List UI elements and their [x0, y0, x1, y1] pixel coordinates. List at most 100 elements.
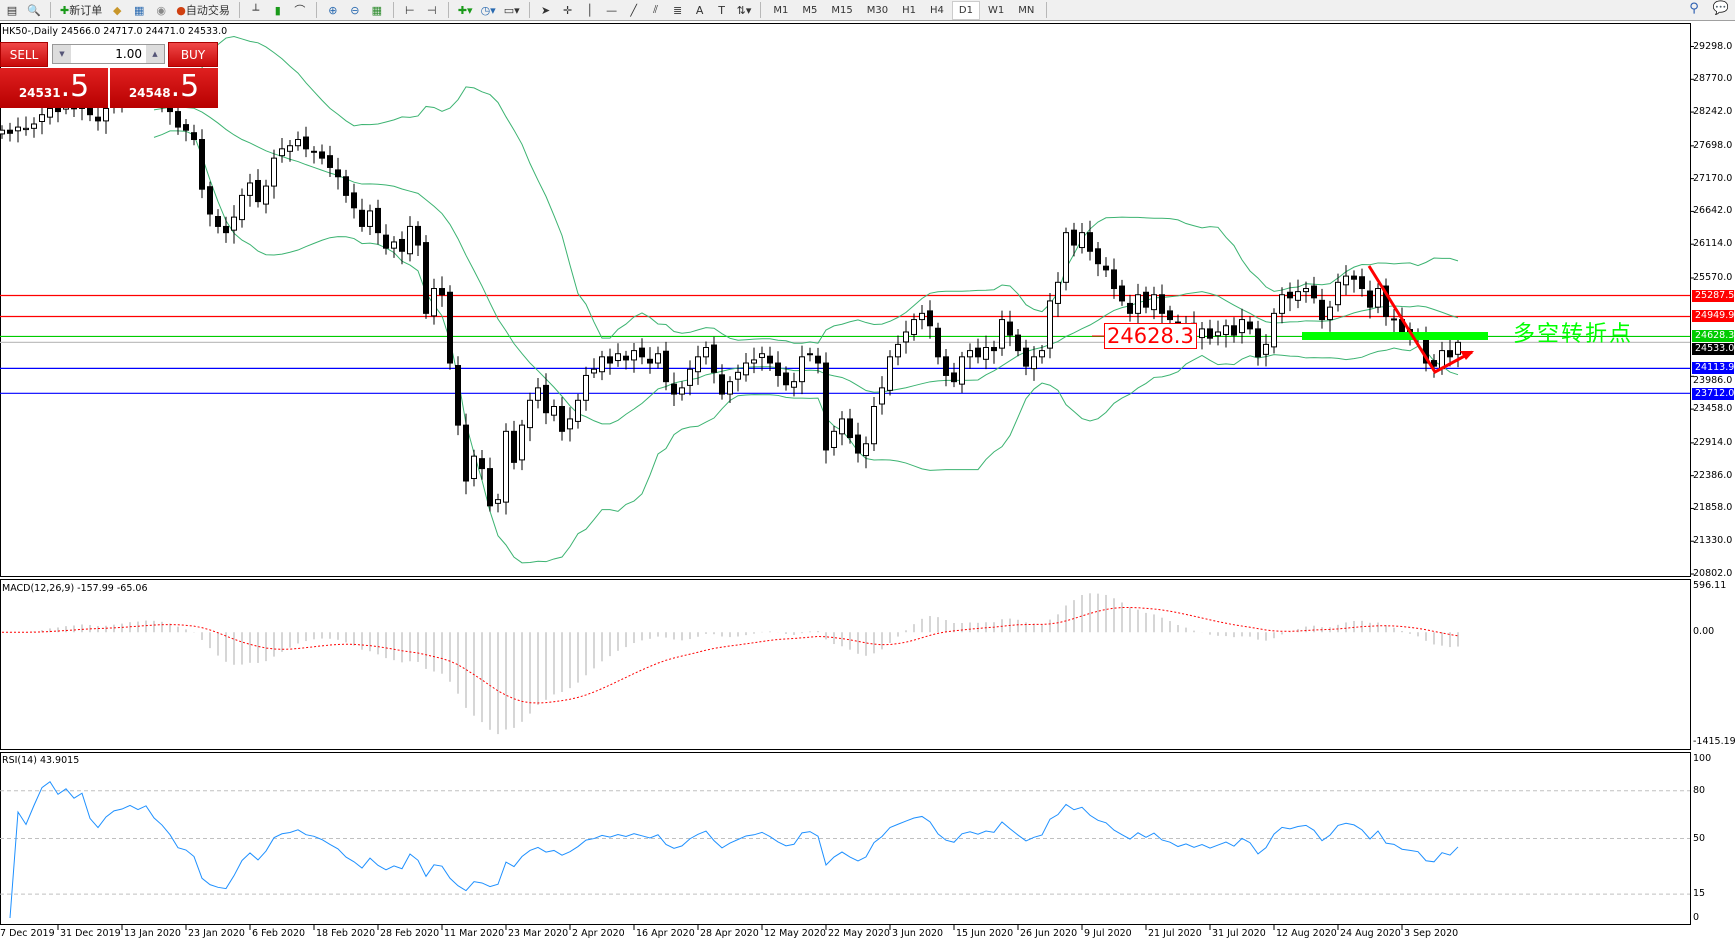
timeframe-m5[interactable]: M5 [802, 4, 818, 16]
chart-canvas[interactable] [0, 22, 1735, 942]
candle-bearish [1159, 294, 1165, 314]
candle-bearish [975, 347, 981, 358]
date-axis-label: 9 Jul 2020 [1084, 928, 1132, 939]
candle-bearish [1359, 276, 1365, 290]
equidistant-channel-icon[interactable]: ⫽ [653, 3, 659, 16]
level-price-tag: 24533.0 [1692, 343, 1734, 356]
candle-bullish [551, 405, 557, 416]
lots-input[interactable]: 1.00 [115, 47, 142, 61]
zoom-in-icon[interactable]: ⊕ [328, 3, 338, 17]
horizontal-line-icon[interactable]: — [606, 3, 618, 17]
periods-icon[interactable]: ◷▾ [480, 3, 496, 17]
candle-bullish [1031, 356, 1037, 370]
timeframe-h4[interactable]: H4 [929, 4, 944, 16]
annotation-text[interactable]: 多空转折点 [1513, 322, 1634, 347]
chart-shift-icon[interactable]: ⊣ [427, 3, 437, 17]
templates-icon[interactable]: ▭▾ [503, 3, 520, 17]
timeframe-m30[interactable]: M30 [866, 4, 889, 16]
candle-bearish [647, 358, 653, 364]
rsi-label: RSI(14) 43.9015 [2, 755, 80, 766]
chat-icon[interactable]: 💬 [1712, 1, 1729, 16]
candle-bullish [1263, 343, 1269, 355]
vertical-line-icon[interactable]: │ [586, 3, 593, 17]
candle-bearish [1071, 229, 1077, 246]
candle-bullish [1151, 294, 1157, 311]
fibonacci-icon[interactable]: ≣ [673, 3, 683, 17]
candle-bullish [1271, 312, 1277, 348]
timeframe-w1[interactable]: W1 [987, 4, 1005, 16]
search-icon[interactable]: ⚲ [1689, 1, 1699, 16]
text-icon[interactable]: A [695, 3, 704, 17]
candle-bullish [751, 359, 757, 364]
tile-windows-icon[interactable]: ▦ [371, 3, 383, 17]
candle-bearish [447, 291, 453, 364]
text-label-icon[interactable]: T [718, 3, 725, 17]
candle-bullish [471, 455, 477, 480]
candle-bullish [1279, 294, 1285, 314]
candle-bullish [575, 399, 581, 422]
date-axis-label: 21 Jul 2020 [1148, 928, 1202, 939]
zoom-out-icon[interactable]: ⊖ [350, 3, 360, 17]
candle-bullish [1303, 288, 1309, 293]
autoscroll-icon[interactable]: ⊢ [405, 3, 415, 17]
price-label-box[interactable]: 24628.3 [1104, 323, 1197, 349]
cursor-icon[interactable]: ➤ [541, 3, 551, 17]
timeframe-m1[interactable]: M1 [773, 4, 789, 16]
one-click-trading-panel: SELL ▼ 1.00 ▲ BUY 24531.5 24548.5 [0, 42, 218, 108]
candle-bearish [1103, 265, 1109, 271]
date-axis-label: 22 May 2020 [828, 928, 890, 939]
chart-window-icon[interactable]: ▤ [6, 3, 18, 17]
trendline-icon[interactable]: ╱ [630, 3, 637, 17]
price-axis-label: 29298.0 [1693, 40, 1733, 52]
price-axis-label: 23458.0 [1693, 403, 1733, 415]
metaeditor-icon[interactable]: ◆ [112, 3, 122, 17]
sell-button[interactable]: SELL [0, 42, 48, 67]
auto-trading-button[interactable]: ● 自动交易 [173, 1, 233, 20]
candle-bullish [967, 350, 973, 358]
line-chart-icon[interactable]: ⌒ [294, 4, 306, 17]
lots-decrease-icon[interactable]: ▼ [53, 45, 71, 63]
arrows-icon[interactable]: ⇅▾ [736, 3, 752, 17]
support-resistance-highlight [1302, 332, 1488, 340]
macd-axis-label: -1415.19 [1693, 736, 1735, 747]
lots-increase-icon[interactable]: ▲ [146, 45, 164, 63]
candle-bearish [943, 356, 949, 376]
price-axis-label: 26642.0 [1693, 205, 1733, 217]
candle-bearish [719, 374, 725, 395]
terminal-icon[interactable]: ▦ [134, 3, 145, 17]
bar-chart-icon[interactable]: ┴ [252, 3, 260, 17]
crosshair-icon[interactable]: ✛ [563, 3, 573, 17]
buy-price[interactable]: 24548.5 [110, 68, 218, 108]
candle-bullish [15, 126, 21, 132]
date-axis-label: 31 Jul 2020 [1212, 928, 1266, 939]
timeframe-m15[interactable]: M15 [831, 4, 853, 16]
macd-label: MACD(12,26,9) -157.99 -65.06 [2, 583, 148, 594]
candle-bearish [375, 207, 381, 234]
lots-stepper[interactable]: ▼ 1.00 ▲ [52, 44, 165, 64]
candle-bullish [47, 107, 53, 118]
buy-button[interactable]: BUY [168, 42, 218, 67]
macd-pane-border [0, 579, 1691, 750]
navigator-icon[interactable]: 🔍 [27, 3, 41, 17]
candle-bearish [215, 216, 221, 227]
candle-bearish [671, 383, 677, 395]
candle-bullish [1343, 275, 1349, 286]
bollinger-middle-band [153, 106, 1459, 425]
price-axis-label: 25570.0 [1693, 271, 1733, 283]
candle-bullish [1135, 294, 1141, 314]
indicators-icon[interactable]: ✚▾ [457, 3, 473, 17]
trend-arrow [1367, 265, 1473, 374]
sell-price[interactable]: 24531.5 [0, 68, 108, 108]
candle-bullish [31, 123, 37, 129]
price-axis-label: 21858.0 [1693, 502, 1733, 514]
new-order-button[interactable]: ✚ 新订单 [57, 1, 105, 20]
price-axis-label: 20802.0 [1693, 568, 1733, 580]
timeframe-h1[interactable]: H1 [902, 4, 916, 16]
timeframe-mn[interactable]: MN [1018, 4, 1035, 16]
candle-bearish [335, 169, 341, 178]
candlestick-icon[interactable]: ▮ [274, 3, 281, 17]
candle-bearish [775, 362, 781, 376]
signals-icon[interactable]: ◉ [156, 3, 167, 17]
candle-bearish [935, 327, 941, 358]
timeframe-d1[interactable]: D1 [951, 0, 980, 20]
